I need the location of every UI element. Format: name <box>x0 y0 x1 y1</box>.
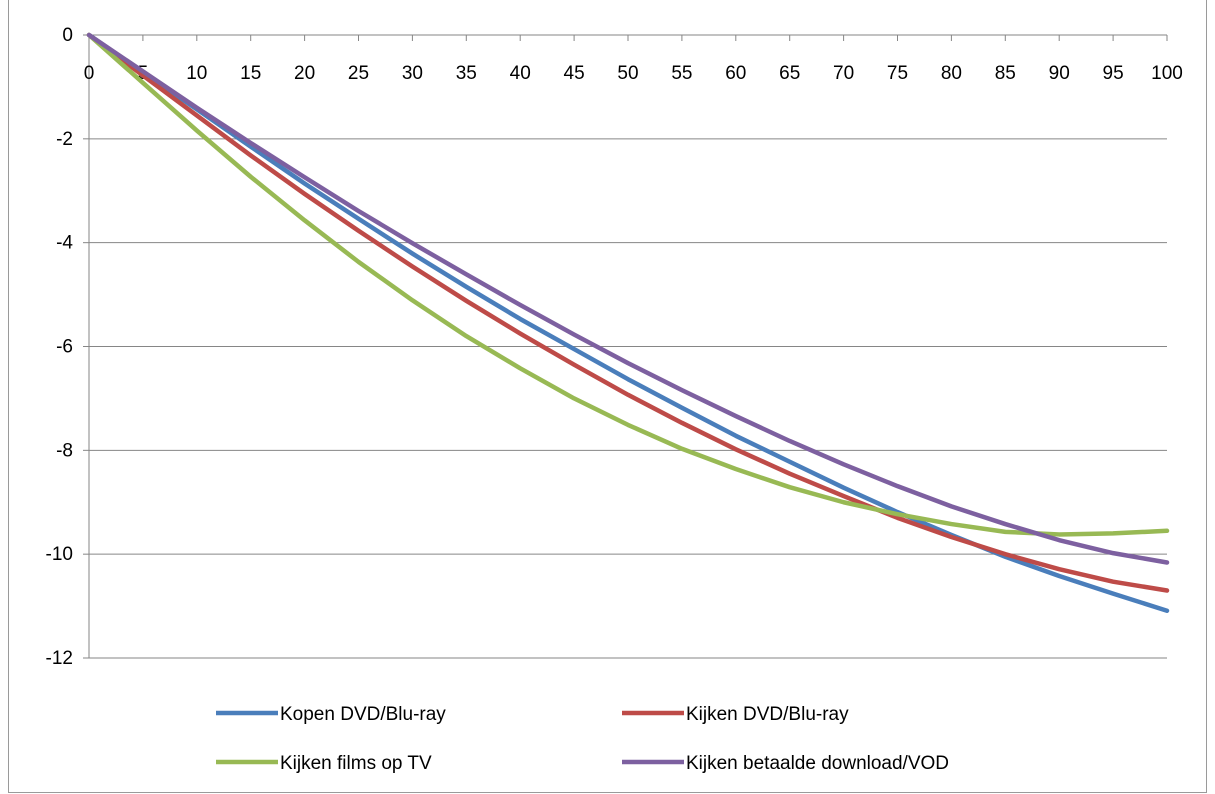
x-tick-label: 0 <box>84 63 95 84</box>
y-tick-label: -8 <box>56 440 73 461</box>
y-tick-label: 0 <box>62 25 73 46</box>
series-lines <box>86 32 1170 614</box>
series-line-1 <box>86 32 1170 593</box>
x-tick-label: 10 <box>186 63 207 84</box>
x-tick-labels: 0 5 10 15 20 25 30 35 40 45 50 55 60 65 70 75 80 85 90 95 10… <box>84 63 1183 84</box>
legend: Kopen DVD/Blu-ray Kijken DVD/Blu-ray Kijke… <box>216 704 949 774</box>
legend-label: Kopen DVD/Blu-ray <box>280 704 446 725</box>
x-tick-label: 50 <box>617 63 638 84</box>
chart-frame: 0 -2 -4 -6 -8 -10 -12 0 5 10 15 20 25 30 35 40 45 50 55 60… <box>8 0 1207 793</box>
legend-label: Kijken betaalde download/VOD <box>686 753 949 774</box>
y-tick-label: -10 <box>46 544 73 565</box>
y-tick-labels: 0 -2 -4 -6 -8 -10 -12 <box>46 25 74 669</box>
y-tick-label: -2 <box>56 129 73 150</box>
gridlines <box>89 138 1167 659</box>
line-chart: 0-2-4-6-8-10-12 0 5 10 15 20 25 30 35 40 45 50 55 60… <box>46 25 1183 774</box>
x-tick-label: 55 <box>671 63 692 84</box>
x-tick-label: 95 <box>1103 63 1124 84</box>
series-line-2 <box>86 32 1170 537</box>
legend-item-3: Kijken betaalde download/VOD <box>622 753 949 774</box>
x-tick-label: 25 <box>348 63 369 84</box>
x-tick-label: 65 <box>779 63 800 84</box>
x-tick-label: 80 <box>941 63 962 84</box>
y-tick-label: -6 <box>56 337 73 358</box>
x-tick-label: 20 <box>294 63 315 84</box>
x-tick-label: 75 <box>887 63 908 84</box>
x-tick-label: 35 <box>456 63 477 84</box>
x-tick-label: 70 <box>833 63 854 84</box>
axes <box>83 34 1168 659</box>
x-tick-label: 100 <box>1151 63 1183 84</box>
x-tick-label: 85 <box>995 63 1016 84</box>
series-line-3 <box>86 32 1170 565</box>
x-tick-label: 90 <box>1049 63 1070 84</box>
y-tick-label: -4 <box>56 233 73 254</box>
legend-item-0: Kopen DVD/Blu-ray <box>216 704 446 725</box>
legend-label: Kijken DVD/Blu-ray <box>686 704 849 725</box>
x-tick-label: 15 <box>240 63 261 84</box>
legend-item-1: Kijken DVD/Blu-ray <box>622 704 849 725</box>
y-tick-label: -12 <box>46 648 73 669</box>
x-tick-label: 30 <box>402 63 423 84</box>
legend-item-2: Kijken films op TV <box>216 753 432 774</box>
x-tick-label: 40 <box>510 63 531 84</box>
x-tick-label: 60 <box>725 63 746 84</box>
x-tick-label: 45 <box>564 63 585 84</box>
legend-label: Kijken films op TV <box>280 753 432 774</box>
